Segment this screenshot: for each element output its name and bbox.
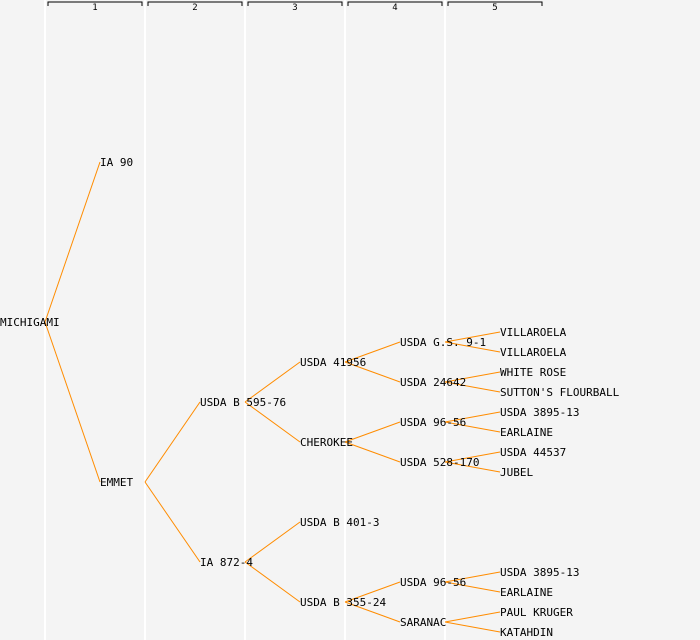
column-separator xyxy=(144,0,146,640)
pedigree-edge xyxy=(344,341,401,363)
labels: MICHIGAMI IA 90 EMMET USDA B 595-76 USDA 419… xyxy=(0,156,620,639)
pedigree-node[interactable]: PAUL KRUGER xyxy=(500,606,573,619)
pedigree-edge xyxy=(444,411,501,423)
pedigree-node[interactable]: KATAHDIN xyxy=(500,626,553,639)
pedigree-edge xyxy=(444,621,501,633)
pedigree-edge xyxy=(344,441,401,463)
pedigree-edge xyxy=(344,581,401,603)
pedigree-node[interactable]: IA 872-4 xyxy=(200,556,253,569)
pedigree-edge xyxy=(44,321,101,483)
pedigree-edge xyxy=(144,401,201,483)
pedigree-edge xyxy=(444,611,501,623)
pedigree-edge xyxy=(444,331,501,343)
pedigree-edge xyxy=(344,421,401,443)
pedigree-node[interactable]: USDA 96-56 xyxy=(400,576,466,589)
pedigree-node[interactable]: EARLAINE xyxy=(500,426,553,439)
pedigree-edge xyxy=(244,401,301,443)
pedigree-edge xyxy=(444,341,501,353)
pedigree-node[interactable]: USDA 3895-13 xyxy=(500,566,579,579)
generation-header: 5 xyxy=(492,3,497,13)
pedigree-node[interactable]: SUTTON'S FLOURBALL xyxy=(500,386,620,399)
column-separator xyxy=(44,0,46,640)
pedigree-node[interactable]: JUBEL xyxy=(500,466,533,479)
pedigree-edge xyxy=(244,521,301,563)
pedigree-edge xyxy=(444,461,501,473)
generation-header: 3 xyxy=(292,3,297,13)
pedigree-node[interactable]: USDA 96-56 xyxy=(400,416,466,429)
pedigree-node[interactable]: USDA G.S. 9-1 xyxy=(400,336,486,349)
generation-bracket xyxy=(447,1,543,6)
generation-bracket xyxy=(47,1,143,6)
pedigree-edge xyxy=(444,421,501,433)
pedigree-edge xyxy=(444,571,501,583)
pedigree-node[interactable]: SARANAC xyxy=(400,616,446,629)
pedigree-node[interactable]: USDA 44537 xyxy=(500,446,566,459)
pedigree-node[interactable]: USDA B 401-3 xyxy=(300,516,379,529)
pedigree-node[interactable]: USDA B 355-24 xyxy=(300,596,386,609)
pedigree-node[interactable]: VILLAROELA xyxy=(500,326,567,339)
generation-bracket xyxy=(247,1,343,6)
generation-header: 4 xyxy=(392,3,397,13)
generation-bracket xyxy=(147,1,243,6)
pedigree-edge xyxy=(244,361,301,403)
pedigree-node[interactable]: MICHIGAMI xyxy=(0,316,60,329)
pedigree-edge xyxy=(444,451,501,463)
pedigree-edge xyxy=(344,601,401,623)
generation-header: 2 xyxy=(192,3,197,13)
column-separator xyxy=(244,0,246,640)
generation-header: 1 xyxy=(92,3,97,13)
pedigree-node[interactable]: WHITE ROSE xyxy=(500,366,566,379)
column-separator xyxy=(444,0,446,640)
pedigree-edge xyxy=(344,361,401,383)
pedigree-node[interactable]: USDA B 595-76 xyxy=(200,396,286,409)
pedigree-edge xyxy=(444,371,501,383)
generation-bracket xyxy=(347,1,443,6)
pedigree-node[interactable]: IA 90 xyxy=(100,156,133,169)
pedigree-node[interactable]: EMMET xyxy=(100,476,133,489)
pedigree-node[interactable]: USDA 24642 xyxy=(400,376,466,389)
pedigree-edge xyxy=(244,561,301,603)
pedigree-edge xyxy=(444,381,501,393)
pedigree-node[interactable]: CHEROKEE xyxy=(300,436,353,449)
edges xyxy=(44,161,501,633)
pedigree-node[interactable]: USDA 41956 xyxy=(300,356,366,369)
column-separator xyxy=(344,0,346,640)
pedigree-node[interactable]: USDA 528-170 xyxy=(400,456,479,469)
pedigree-edge xyxy=(444,581,501,593)
pedigree-edge xyxy=(144,481,201,563)
pedigree-node[interactable]: USDA 3895-13 xyxy=(500,406,579,419)
pedigree-node[interactable]: EARLAINE xyxy=(500,586,553,599)
pedigree-edge xyxy=(44,161,101,323)
pedigree-node[interactable]: VILLAROELA xyxy=(500,346,567,359)
